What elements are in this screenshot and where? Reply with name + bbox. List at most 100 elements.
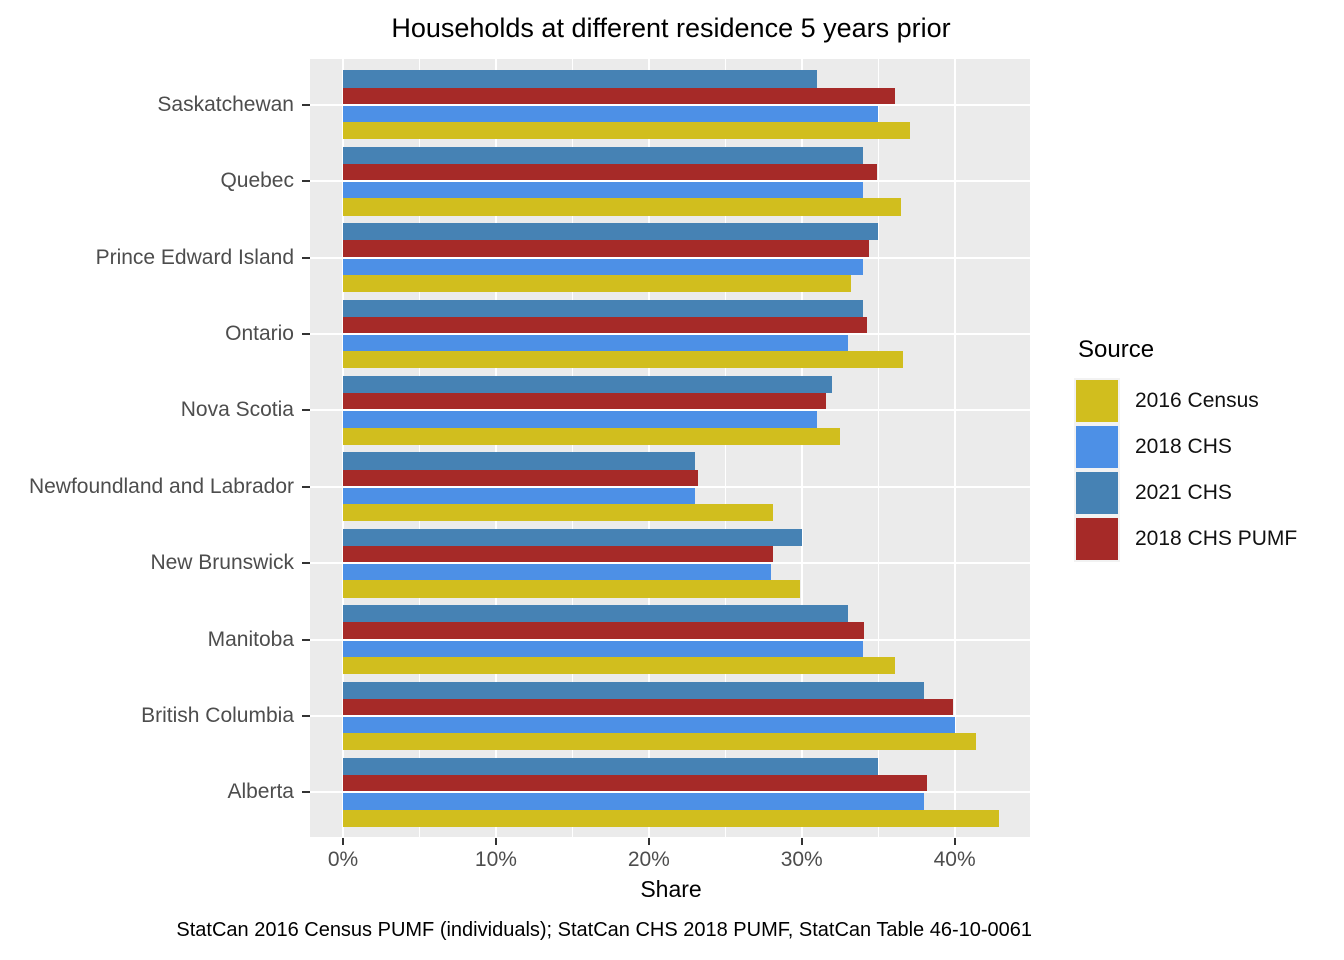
bar (343, 104, 879, 122)
y-axis-label: Nova Scotia (180, 398, 294, 422)
caption: StatCan 2016 Census PUMF (individuals); … (176, 919, 1032, 941)
bar-group-nova-scotia (310, 372, 1032, 448)
category-gridline (310, 180, 1032, 183)
bar (343, 70, 817, 88)
bar (343, 681, 925, 699)
bar (343, 622, 865, 640)
bar (343, 410, 817, 428)
bar-group-manitoba (310, 601, 1032, 677)
bar (343, 809, 999, 827)
bar-group-quebec (310, 143, 1032, 219)
bar (343, 715, 955, 734)
major-gridline (494, 59, 497, 837)
bar (343, 757, 879, 776)
plot-panel (310, 59, 1032, 837)
y-axis-label: Ontario (225, 322, 294, 345)
y-axis-label: New Brunswick (150, 551, 294, 575)
x-tick-mark (494, 838, 497, 845)
bar (343, 87, 895, 105)
bar (343, 528, 802, 546)
y-tick-mark (302, 103, 310, 106)
chart-title: Households at different residence 5 year… (391, 13, 951, 43)
legend-item-label: 2018 CHS (1135, 435, 1232, 458)
legend-item: 2018 CHS PUMF (1076, 518, 1297, 560)
y-tick-mark (302, 485, 310, 488)
bar (343, 733, 977, 751)
bar (343, 580, 801, 598)
legend-item-label: 2018 CHS PUMF (1135, 527, 1298, 550)
y-axis-label: Prince Edward Island (95, 245, 294, 269)
bar (343, 427, 840, 445)
major-gridline (342, 59, 345, 837)
category-gridline (310, 714, 1032, 717)
bar (343, 316, 868, 334)
bar-group-ontario (310, 296, 1032, 372)
minor-gridline (1030, 59, 1032, 837)
y-tick-mark (302, 562, 310, 565)
y-tick-mark (302, 333, 310, 335)
bar (343, 333, 848, 352)
category-gridline (310, 562, 1032, 565)
x-axis-title: Share (640, 876, 702, 902)
bar (343, 181, 863, 199)
legend-key-swatch (1076, 518, 1118, 560)
legend-key-swatch (1076, 426, 1118, 468)
x-axis-label: 40% (933, 848, 976, 871)
bar (343, 393, 827, 411)
legend-items: 2016 Census 2018 CHS 2021 CHS 2018 CHS PUMF (1076, 380, 1297, 560)
major-gridline (953, 59, 956, 837)
legend-item-label: 2016 Census (1135, 389, 1259, 412)
major-gridline (800, 59, 803, 837)
bar (343, 274, 851, 292)
bar (343, 164, 877, 182)
legend-item-label: 2021 CHS (1135, 481, 1232, 504)
x-tick-mark (953, 838, 956, 845)
category-gridline (310, 638, 1032, 641)
legend-item: 2018 CHS (1076, 426, 1297, 468)
bar-group-prince-edward-island (310, 219, 1032, 295)
bar-group-british-columbia (310, 678, 1032, 754)
bar (343, 639, 863, 657)
legend-title: Source (1078, 336, 1155, 363)
y-tick-mark (302, 409, 310, 412)
category-gridline (310, 103, 1032, 106)
legend-item: 2016 Census (1076, 380, 1297, 422)
bar (343, 775, 928, 793)
category-gridline (310, 256, 1032, 259)
bar (343, 563, 772, 581)
y-axis-label: Quebec (220, 169, 294, 193)
legend: Source 2016 Census 2018 CHS 2021 CHS 2018 C… (1076, 336, 1297, 564)
y-tick-mark (302, 180, 310, 183)
minor-gridline (571, 59, 573, 837)
y-tick-mark (302, 638, 310, 641)
category-gridline (310, 791, 1032, 794)
bar (343, 146, 863, 164)
minor-gridline (724, 59, 726, 837)
category-gridline (310, 409, 1032, 412)
bar-group-new-brunswick (310, 525, 1032, 601)
minor-gridline (418, 59, 421, 837)
bar (343, 792, 925, 810)
bar (343, 546, 773, 564)
x-tick-mark (800, 838, 803, 845)
bar (343, 121, 911, 140)
bar-group-newfoundland-and-labrador (310, 449, 1032, 525)
y-axis-label: British Columbia (141, 704, 294, 727)
y-axis-label: Alberta (227, 780, 294, 804)
bar (343, 486, 695, 504)
bar-group-alberta (310, 754, 1032, 830)
bar (343, 469, 698, 487)
x-axis-label: 20% (627, 848, 670, 871)
y-tick-mark (302, 256, 310, 259)
bar (343, 605, 848, 623)
legend-key-swatch (1076, 472, 1118, 514)
y-axis-label: Saskatchewan (157, 92, 294, 116)
y-axis-label: Manitoba (207, 627, 294, 651)
x-axis-label: 0% (327, 848, 359, 871)
legend-key-swatch (1076, 380, 1118, 422)
legend-item: 2021 CHS (1076, 472, 1297, 514)
bar (343, 240, 869, 258)
bar (343, 656, 895, 674)
x-tick-mark (647, 838, 650, 845)
